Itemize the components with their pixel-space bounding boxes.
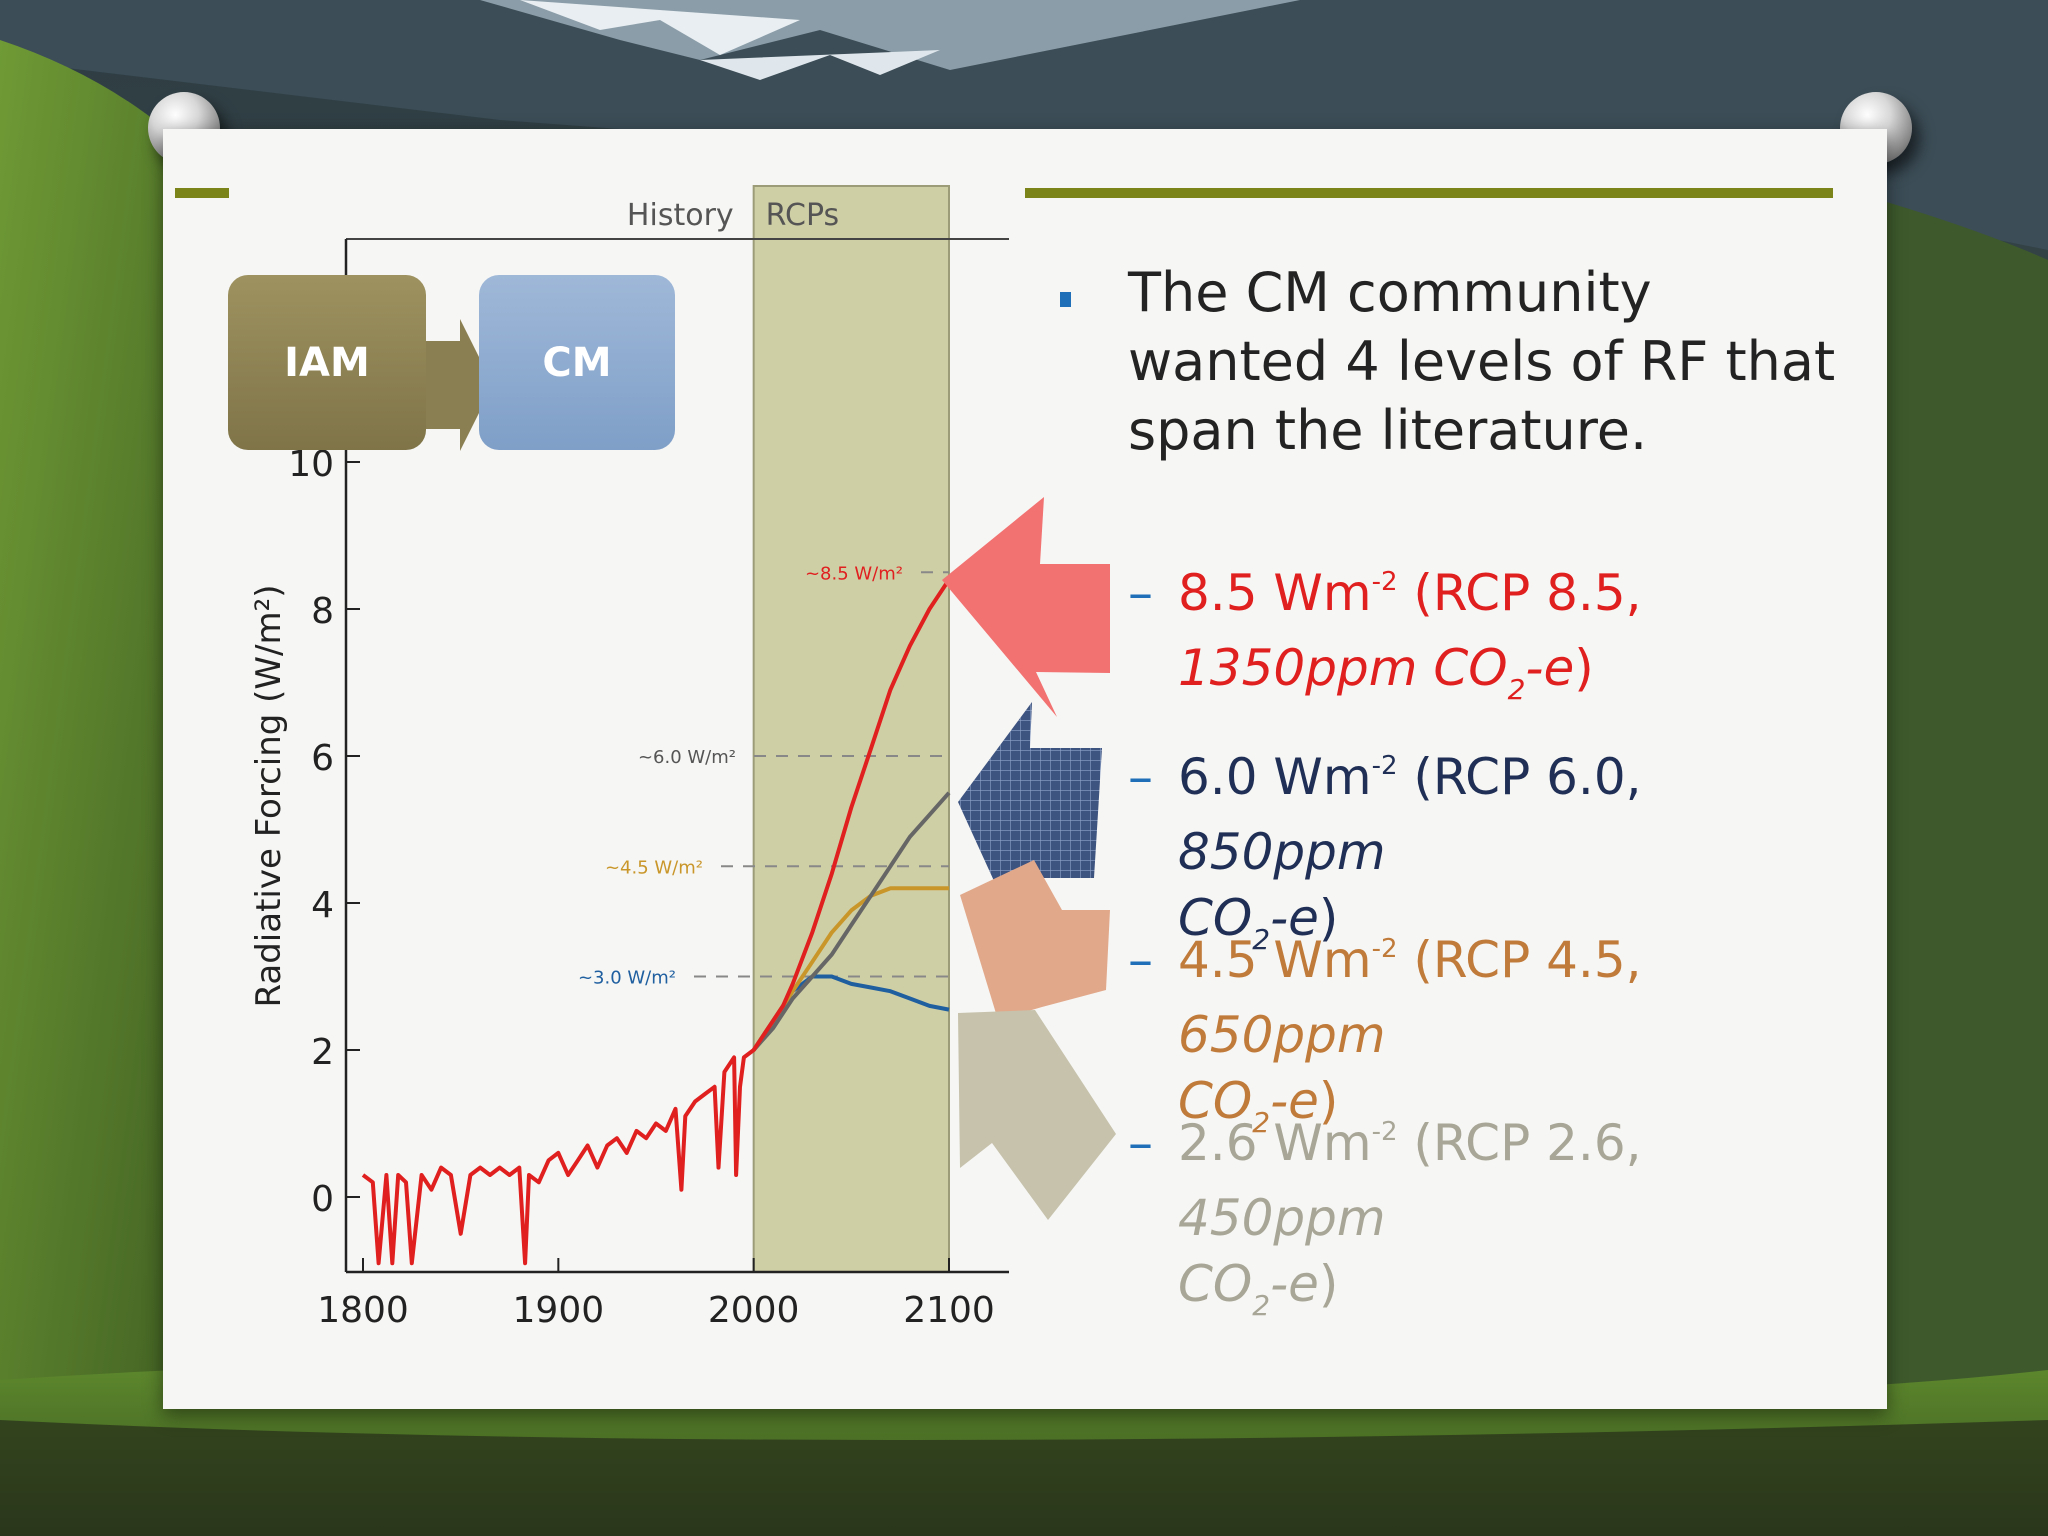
y-tick-label: 2 bbox=[311, 1032, 334, 1073]
rcp45-close: ) bbox=[1318, 1072, 1339, 1130]
x-tick-label: 1900 bbox=[513, 1290, 605, 1331]
iam-box bbox=[228, 275, 426, 450]
dash-marker: – bbox=[1128, 1114, 1153, 1172]
rcp60-close: ) bbox=[1318, 889, 1339, 947]
rcp60-sub: 2 bbox=[1252, 923, 1271, 956]
y-axis-label: Radiative Forcing (W/m²) bbox=[249, 584, 289, 1007]
iam-label: IAM bbox=[284, 340, 370, 386]
rcp-band bbox=[752, 185, 951, 1273]
arrow-rcp45 bbox=[960, 860, 1110, 1020]
pointer-arrows bbox=[942, 497, 1116, 1220]
rcp26-mid: (RCP 2.6, bbox=[1397, 1114, 1642, 1172]
rcp85-exp: -2 bbox=[1371, 567, 1398, 597]
rcp60-mid: (RCP 6.0, bbox=[1397, 748, 1642, 806]
flow-arrow bbox=[420, 319, 493, 451]
rcp85-tail: -e bbox=[1525, 639, 1575, 697]
dash-marker: – bbox=[1128, 564, 1153, 622]
arrow-rcp26 bbox=[958, 1010, 1116, 1220]
rcp45-mid: (RCP 4.5, bbox=[1397, 931, 1642, 989]
rcp85-mid: (RCP 8.5, bbox=[1397, 564, 1642, 622]
rcp26-co: CO bbox=[1178, 1255, 1253, 1313]
bullet-marker bbox=[1060, 292, 1071, 307]
dash-marker: – bbox=[1128, 748, 1153, 806]
cm-box bbox=[479, 275, 675, 450]
series-line bbox=[361, 578, 951, 1266]
bullet-text: The CM community wanted 4 levels of RF t… bbox=[1128, 261, 1836, 462]
rcp26-ppm: 450ppm bbox=[1178, 1189, 1386, 1247]
rcp45-tail: -e bbox=[1270, 1072, 1319, 1130]
rcp45-sub: 2 bbox=[1252, 1106, 1271, 1139]
rcp-forcing-chart: History RCPs Radiative Forcing (W/m²) 0 2… bbox=[228, 185, 1009, 1331]
rcps-label: RCPs bbox=[766, 198, 840, 233]
rcp60-exp: -2 bbox=[1371, 751, 1398, 781]
rcp26-close: ) bbox=[1318, 1255, 1339, 1313]
rcp45-co: CO bbox=[1178, 1072, 1253, 1130]
rcp85-conc: 1350ppm CO bbox=[1178, 639, 1508, 697]
rcp60-value: 6.0 Wm bbox=[1178, 748, 1372, 806]
rcp60-co: CO bbox=[1178, 889, 1253, 947]
rcp26-exp: -2 bbox=[1371, 1117, 1398, 1147]
y-tick-label: 6 bbox=[311, 738, 334, 779]
series-line bbox=[752, 791, 951, 1052]
target-label: ~8.5 W/m² bbox=[805, 563, 903, 584]
y-tick-label: 8 bbox=[311, 591, 334, 632]
rcp60-tail: -e bbox=[1270, 889, 1319, 947]
accent-rule-right bbox=[1025, 188, 1833, 198]
x-tick-label: 2100 bbox=[903, 1290, 995, 1331]
y-tick-label: 4 bbox=[311, 885, 334, 926]
y-tick-label: 0 bbox=[311, 1179, 334, 1220]
rcp26-sub: 2 bbox=[1252, 1289, 1271, 1322]
target-label: ~6.0 W/m² bbox=[638, 747, 736, 768]
history-label: History bbox=[627, 198, 734, 233]
iam-cm-flow: IAM CM bbox=[228, 275, 675, 451]
x-tick-label: 2000 bbox=[708, 1290, 800, 1331]
cm-label: CM bbox=[542, 340, 611, 386]
rcp45-value: 4.5 Wm bbox=[1178, 931, 1372, 989]
y-tick-label: 10 bbox=[288, 444, 334, 485]
rcp85-value: 8.5 Wm bbox=[1178, 564, 1372, 622]
dash-marker: – bbox=[1128, 931, 1153, 989]
rcp45-exp: -2 bbox=[1371, 934, 1398, 964]
accent-rule-left bbox=[175, 188, 229, 198]
arrow-rcp85 bbox=[942, 497, 1110, 717]
main-bullet: The CM community wanted 4 levels of RF t… bbox=[1060, 258, 1840, 478]
target-label: ~4.5 W/m² bbox=[605, 857, 703, 878]
x-tick-label: 1800 bbox=[317, 1290, 409, 1331]
rcp26-tail: -e bbox=[1270, 1255, 1319, 1313]
target-label: ~3.0 W/m² bbox=[578, 968, 676, 989]
rcp85-sub: 2 bbox=[1507, 673, 1526, 706]
rcp60-ppm: 850ppm bbox=[1178, 823, 1386, 881]
arrow-rcp60 bbox=[958, 702, 1102, 916]
rcp26-value: 2.6 Wm bbox=[1178, 1114, 1372, 1172]
rcp85-close: ) bbox=[1574, 639, 1594, 697]
rcp45-ppm: 650ppm bbox=[1178, 1006, 1386, 1064]
